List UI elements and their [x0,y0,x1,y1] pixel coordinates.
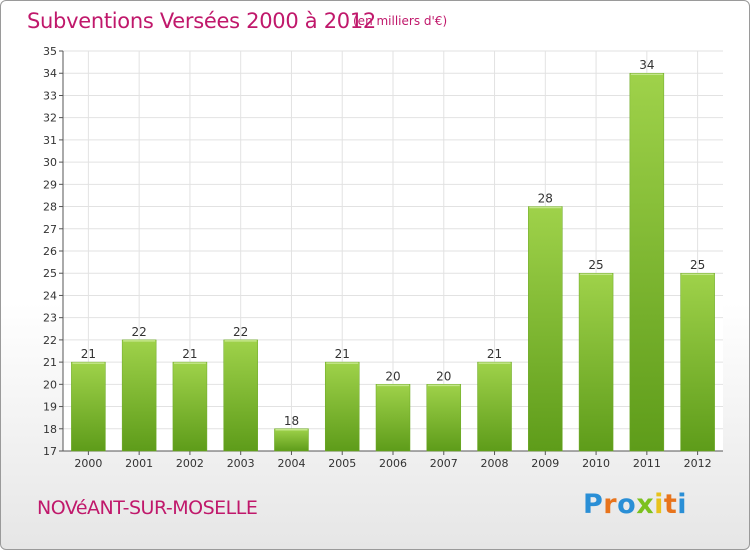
bar [680,272,715,452]
bar [121,339,157,452]
y-tick-label: 28 [43,201,57,214]
y-tick-label: 30 [43,156,57,169]
y-tick-label: 29 [43,178,57,191]
y-tick-label: 21 [43,356,57,369]
y-tick-label: 27 [43,223,57,236]
bar-value-label: 34 [639,58,654,72]
x-tick-label: 2011 [633,457,661,470]
logo-letter: i [677,489,688,520]
bar-value-label: 18 [284,414,299,428]
bar-value-label: 20 [385,369,400,383]
bar-value-label: 22 [132,325,147,339]
y-tick-label: 22 [43,334,57,347]
y-tick-label: 32 [43,112,57,125]
bar-value-label: 28 [538,192,553,206]
x-tick-label: 2008 [481,457,509,470]
y-tick-label: 25 [43,267,57,280]
bar [274,428,309,452]
bar-value-label: 22 [233,325,248,339]
y-tick-label: 33 [43,89,57,102]
proxiti-logo: Proxiti [583,489,687,520]
y-tick-label: 19 [43,401,57,414]
bar [71,361,106,452]
bar [629,72,665,452]
bar [375,384,411,452]
x-tick-label: 2000 [74,457,102,470]
bar-value-label: 21 [487,347,502,361]
y-tick-label: 34 [43,67,57,80]
bar-value-label: 25 [588,258,603,272]
chart-title: Subventions Versées 2000 à 2012 [27,9,376,33]
y-tick-label: 17 [43,445,57,458]
logo-letter: r [603,489,618,520]
bar [528,206,563,452]
bar-value-label: 21 [81,347,96,361]
bar-value-label: 21 [335,347,350,361]
bar-value-label: 20 [436,369,451,383]
y-tick-label: 23 [43,312,57,325]
chart-subtitle: (en milliers d'€) [353,14,448,28]
bar [578,272,614,452]
x-tick-label: 2009 [531,457,559,470]
x-tick-label: 2010 [582,457,610,470]
x-tick-label: 2012 [684,457,712,470]
x-tick-label: 2005 [328,457,356,470]
logo-letter: x [636,489,655,520]
logo-letter: o [617,489,637,520]
bar [324,361,360,452]
y-tick-label: 18 [43,423,57,436]
x-tick-label: 2004 [277,457,305,470]
bar [172,361,208,452]
bar [477,361,512,452]
logo-letter: i [654,489,664,520]
logo-letter: P [583,489,604,520]
commune-name: NOVéANT-SUR-MOSELLE [37,497,258,519]
bar-value-label: 21 [182,347,197,361]
x-tick-label: 2001 [125,457,153,470]
bar [223,339,258,452]
bar [426,384,462,452]
y-tick-label: 24 [43,289,57,302]
x-tick-label: 2006 [379,457,407,470]
y-tick-label: 26 [43,245,57,258]
bar-value-label: 25 [690,258,705,272]
y-tick-label: 35 [43,45,57,58]
x-tick-label: 2007 [430,457,458,470]
x-tick-label: 2002 [176,457,204,470]
y-tick-label: 31 [43,134,57,147]
y-tick-label: 20 [43,378,57,391]
logo-letter: t [663,489,678,520]
x-tick-label: 2003 [227,457,255,470]
